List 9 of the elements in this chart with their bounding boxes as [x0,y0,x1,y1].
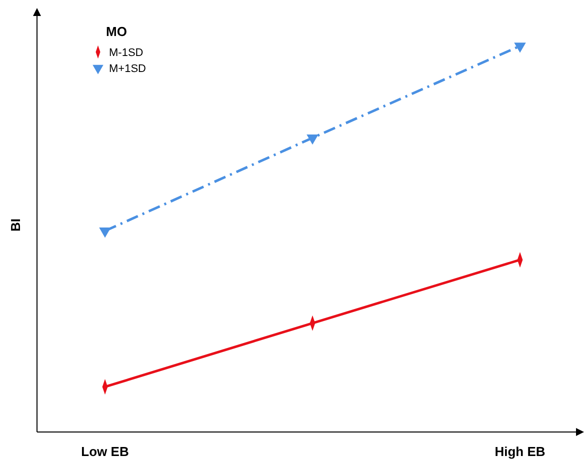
x-tick-label: High EB [494,444,546,460]
x-tick-label: Low EB [81,444,129,460]
point [514,42,526,53]
legend-label: M-1SD [109,47,144,59]
y-axis-title: BI [8,218,23,232]
point [306,134,318,145]
legend-label: M+1SD [109,63,146,75]
legend-title: MO [106,24,127,39]
point [99,227,111,238]
